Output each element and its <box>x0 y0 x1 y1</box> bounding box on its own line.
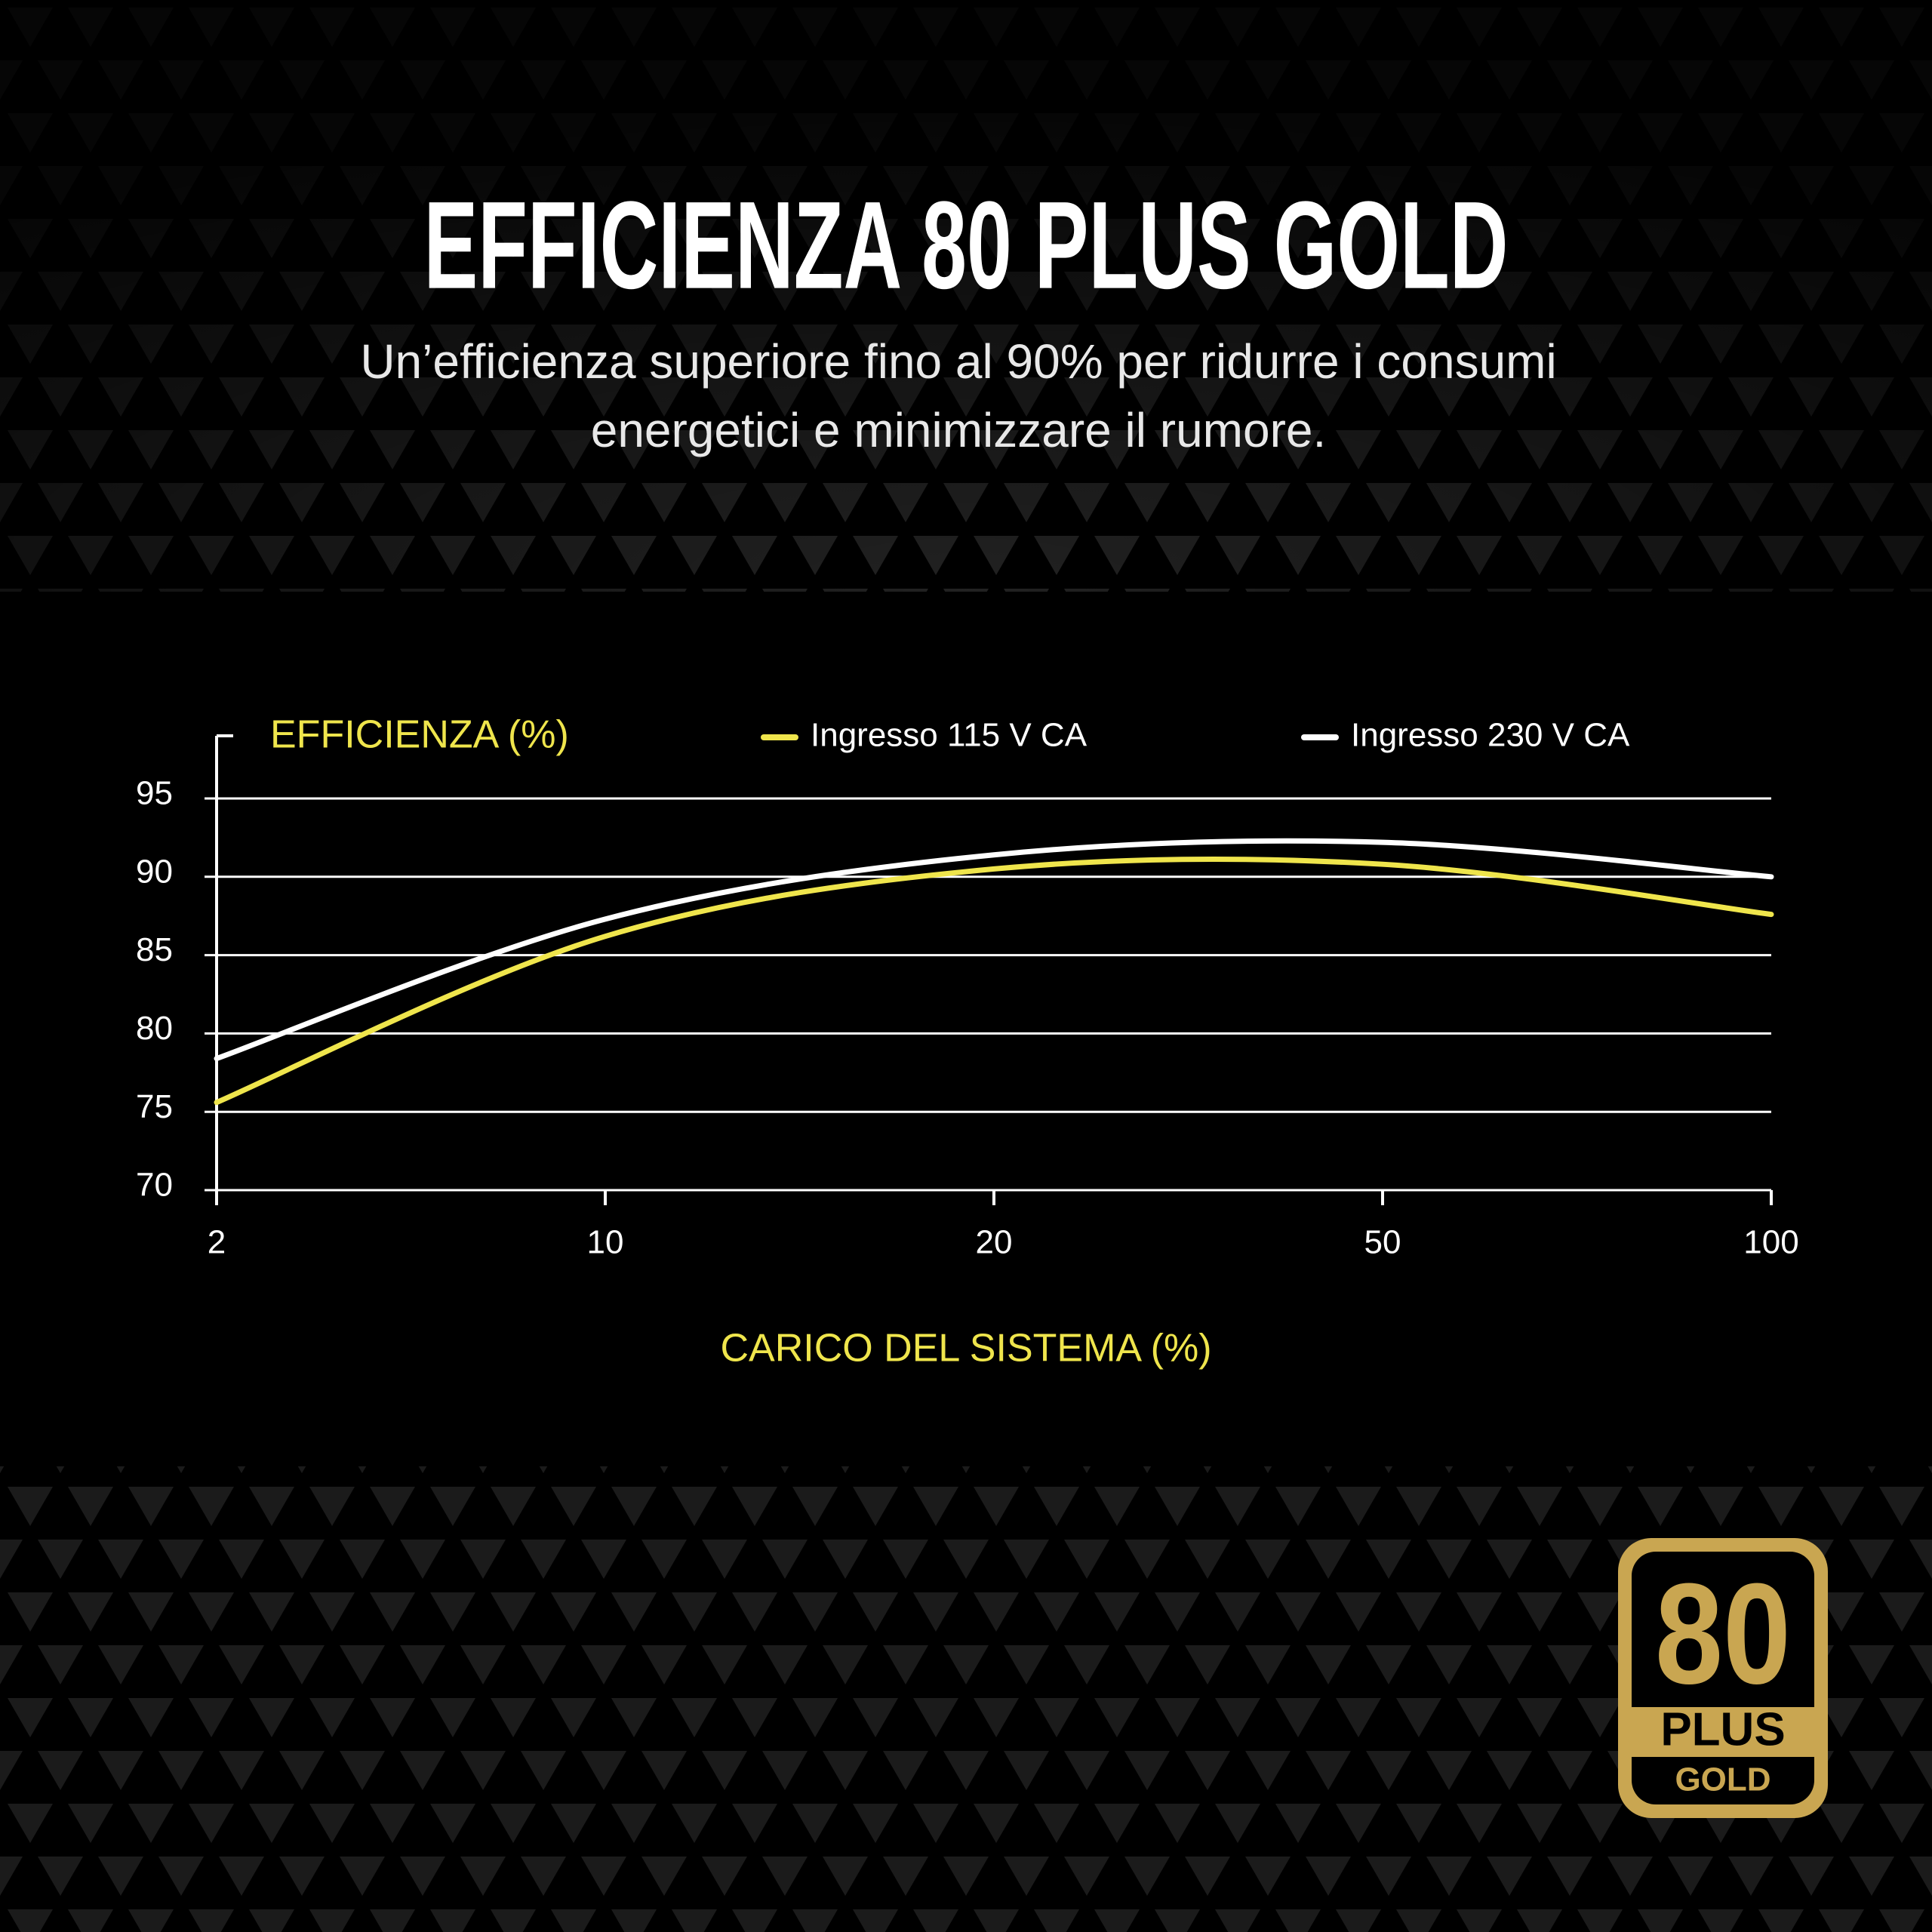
x-tick-label: 10 <box>587 1224 624 1261</box>
y-axis-title: EFFICIENZA (%) <box>270 713 569 757</box>
y-tick-label: 90 <box>136 853 173 890</box>
badge-plus: PLUS <box>1660 1703 1785 1755</box>
legend-label: Ingresso 230 V CA <box>1351 717 1630 754</box>
badge: 80 PLUS GOLD <box>1618 1538 1828 1818</box>
texture-bottom <box>0 1466 1932 1932</box>
subtitle-line: energetici e minimizzare il rumore. <box>591 403 1327 457</box>
y-tick-label: 85 <box>136 931 173 968</box>
y-tick-label: 80 <box>136 1010 173 1047</box>
x-tick-label: 50 <box>1364 1224 1401 1261</box>
x-tick-label: 20 <box>976 1224 1013 1261</box>
badge-number: 80 <box>1655 1554 1791 1714</box>
x-tick-label: 100 <box>1743 1224 1798 1261</box>
y-tick-label: 75 <box>136 1088 173 1125</box>
x-axis-title: CARICO DEL SISTEMA (%) <box>720 1327 1211 1371</box>
texture-shade <box>0 0 1932 592</box>
x-tick-label: 2 <box>208 1224 226 1261</box>
title: EFFICIENZA 80 PLUS GOLD <box>424 176 1509 315</box>
chart-panel <box>0 592 1932 1466</box>
legend-label: Ingresso 115 V CA <box>811 717 1088 754</box>
subtitle-line: Un’efficienza superiore fino al 90% per … <box>360 334 1556 389</box>
series-line <box>214 838 1774 1062</box>
series-line <box>214 856 1774 1106</box>
badge-level: GOLD <box>1675 1761 1770 1798</box>
badge-strip <box>1632 1707 1814 1757</box>
y-tick-label: 70 <box>136 1167 173 1204</box>
texture-shade <box>0 1466 1932 1932</box>
y-tick-label: 95 <box>136 775 173 812</box>
